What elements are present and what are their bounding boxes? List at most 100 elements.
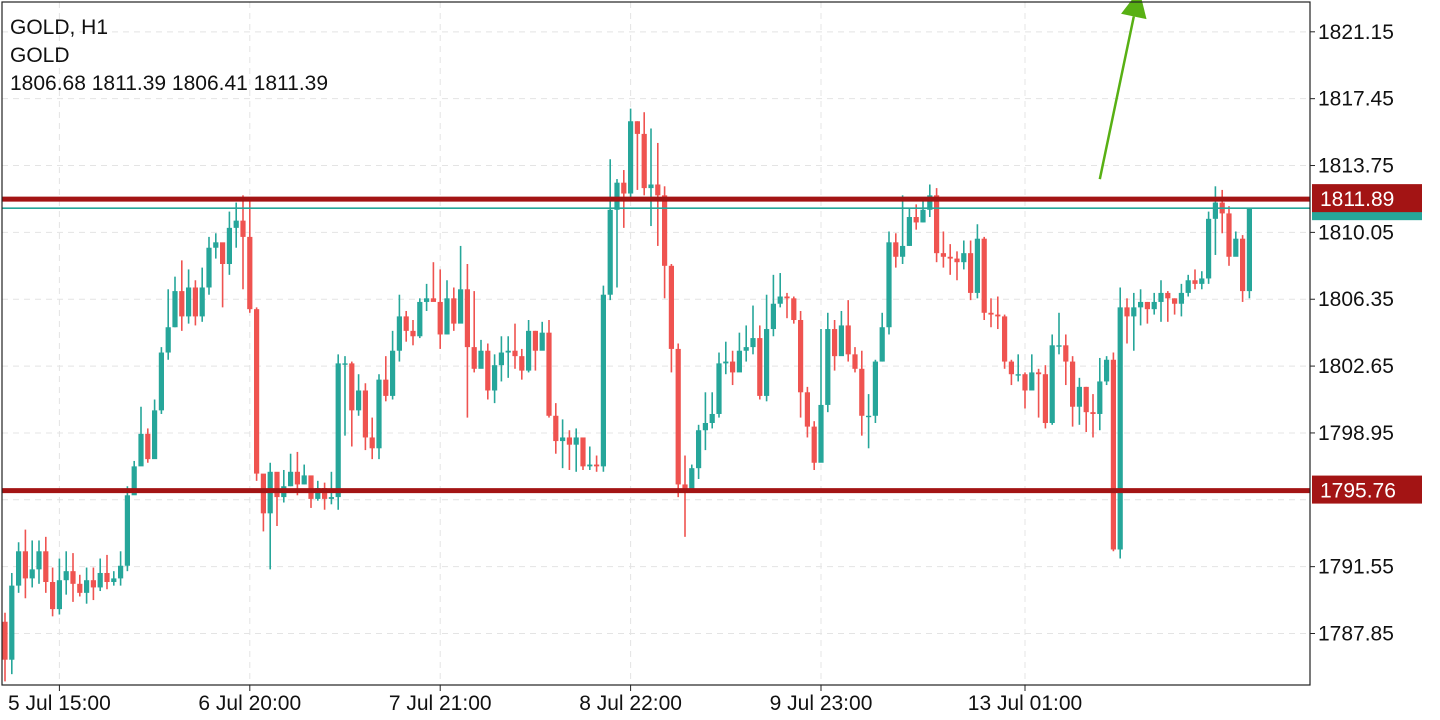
- candle-body: [485, 350, 491, 391]
- candle-body: [1158, 292, 1164, 302]
- candle-body: [179, 291, 185, 317]
- candle-body: [811, 426, 817, 463]
- candle-body: [328, 497, 334, 499]
- arrow-shaft: [1098, 16, 1136, 180]
- candle-bear: [464, 263, 470, 418]
- candle-bear: [1192, 269, 1198, 290]
- candle-body: [1192, 280, 1198, 284]
- candle-body: [199, 287, 205, 317]
- horizontal-levels[interactable]: [2, 196, 1310, 494]
- candle-body: [9, 585, 15, 660]
- candle-body: [111, 578, 117, 583]
- y-tick-label: 1813.75: [1318, 155, 1394, 178]
- candle-body: [315, 488, 321, 499]
- candle-body: [696, 430, 702, 469]
- candle-body: [138, 433, 144, 467]
- y-tick-label: 1802.65: [1318, 355, 1394, 378]
- candle-bull: [213, 233, 219, 259]
- candle-bull: [1049, 334, 1055, 425]
- candle-body: [43, 551, 49, 583]
- candle-bear: [1090, 394, 1096, 438]
- candle-body: [580, 437, 586, 467]
- y-tick-label: 1810.05: [1318, 221, 1394, 244]
- candle-bull: [961, 240, 967, 270]
- candle-body: [424, 298, 430, 302]
- candle-body: [1131, 307, 1137, 317]
- candle-body: [573, 437, 579, 445]
- candle-bear: [349, 361, 355, 447]
- candle-bear: [2, 612, 8, 682]
- candle-bull: [131, 460, 137, 496]
- candle-bull: [1056, 312, 1062, 355]
- candle-bear: [369, 417, 375, 460]
- candle-bull: [906, 207, 912, 246]
- candle-bull: [56, 558, 62, 615]
- candle-bear: [730, 350, 736, 386]
- price-axis[interactable]: 1821.15 1817.45 1813.75 1810.05 1806.35 1802.…: [1310, 21, 1394, 646]
- candle-body: [152, 410, 158, 460]
- candle-body: [1070, 361, 1076, 407]
- candle-bear: [804, 386, 810, 438]
- candle-body: [1226, 213, 1232, 257]
- candle-bull: [152, 399, 158, 460]
- candle-bull: [158, 347, 164, 414]
- candle-bear: [757, 325, 763, 400]
- candle-body: [594, 464, 600, 467]
- candle-body: [791, 298, 797, 321]
- candle-bull: [356, 374, 362, 416]
- candle-bear: [662, 186, 668, 299]
- candle-bear: [1226, 206, 1232, 266]
- candle-bear: [1042, 365, 1048, 429]
- candle-bull: [63, 551, 69, 595]
- chart-legend: GOLD, H1 GOLD 1806.68 1811.39 1806.41 18…: [10, 14, 328, 98]
- candle-bull: [696, 424, 702, 480]
- candle-bear: [791, 296, 797, 324]
- candle-body: [709, 413, 715, 424]
- candle-body: [1110, 359, 1116, 550]
- candle-bull: [818, 329, 824, 463]
- candle-body: [614, 182, 620, 210]
- candle-body: [158, 352, 164, 411]
- candle-bear: [594, 455, 600, 472]
- candle-bull: [444, 280, 450, 335]
- candle-body: [668, 265, 674, 349]
- candle-body: [403, 316, 409, 331]
- trend-arrow[interactable]: [1098, 0, 1147, 180]
- candle-body: [675, 348, 681, 485]
- candle-bull: [424, 283, 430, 311]
- candle-body: [444, 298, 450, 335]
- candle-body: [968, 253, 974, 293]
- candle-body: [757, 338, 763, 396]
- candle-bear: [70, 553, 76, 602]
- candle-body: [859, 368, 865, 416]
- candle-body: [519, 356, 525, 371]
- candle-bull: [689, 464, 695, 490]
- candle-bear: [43, 536, 49, 593]
- candle-bear: [852, 347, 858, 373]
- candle-body: [566, 437, 572, 445]
- candle-bear: [77, 574, 83, 597]
- candle-body: [186, 287, 192, 317]
- candle-body: [63, 571, 69, 581]
- candle-bear: [1083, 386, 1089, 433]
- candle-body: [288, 471, 294, 487]
- candle-bear: [798, 310, 804, 418]
- candle-body: [689, 468, 695, 490]
- candle-body: [1008, 361, 1014, 375]
- candle-bull: [165, 289, 171, 360]
- candle-body: [512, 350, 518, 357]
- y-tick-label: 1787.85: [1318, 623, 1394, 646]
- candle-body: [1049, 345, 1055, 424]
- candles[interactable]: [2, 108, 1252, 682]
- time-axis[interactable]: 5 Jul 15:00 6 Jul 20:00 7 Jul 21:00 8 Jul 2…: [8, 685, 1082, 715]
- candle-bear: [294, 451, 300, 496]
- candle-body: [97, 572, 103, 588]
- y-tick-label: 1821.15: [1318, 21, 1394, 44]
- candle-bull: [879, 312, 885, 362]
- candle-body: [172, 291, 178, 328]
- candle-bull: [172, 276, 178, 328]
- candle-bull: [539, 321, 545, 351]
- candle-body: [1056, 345, 1062, 347]
